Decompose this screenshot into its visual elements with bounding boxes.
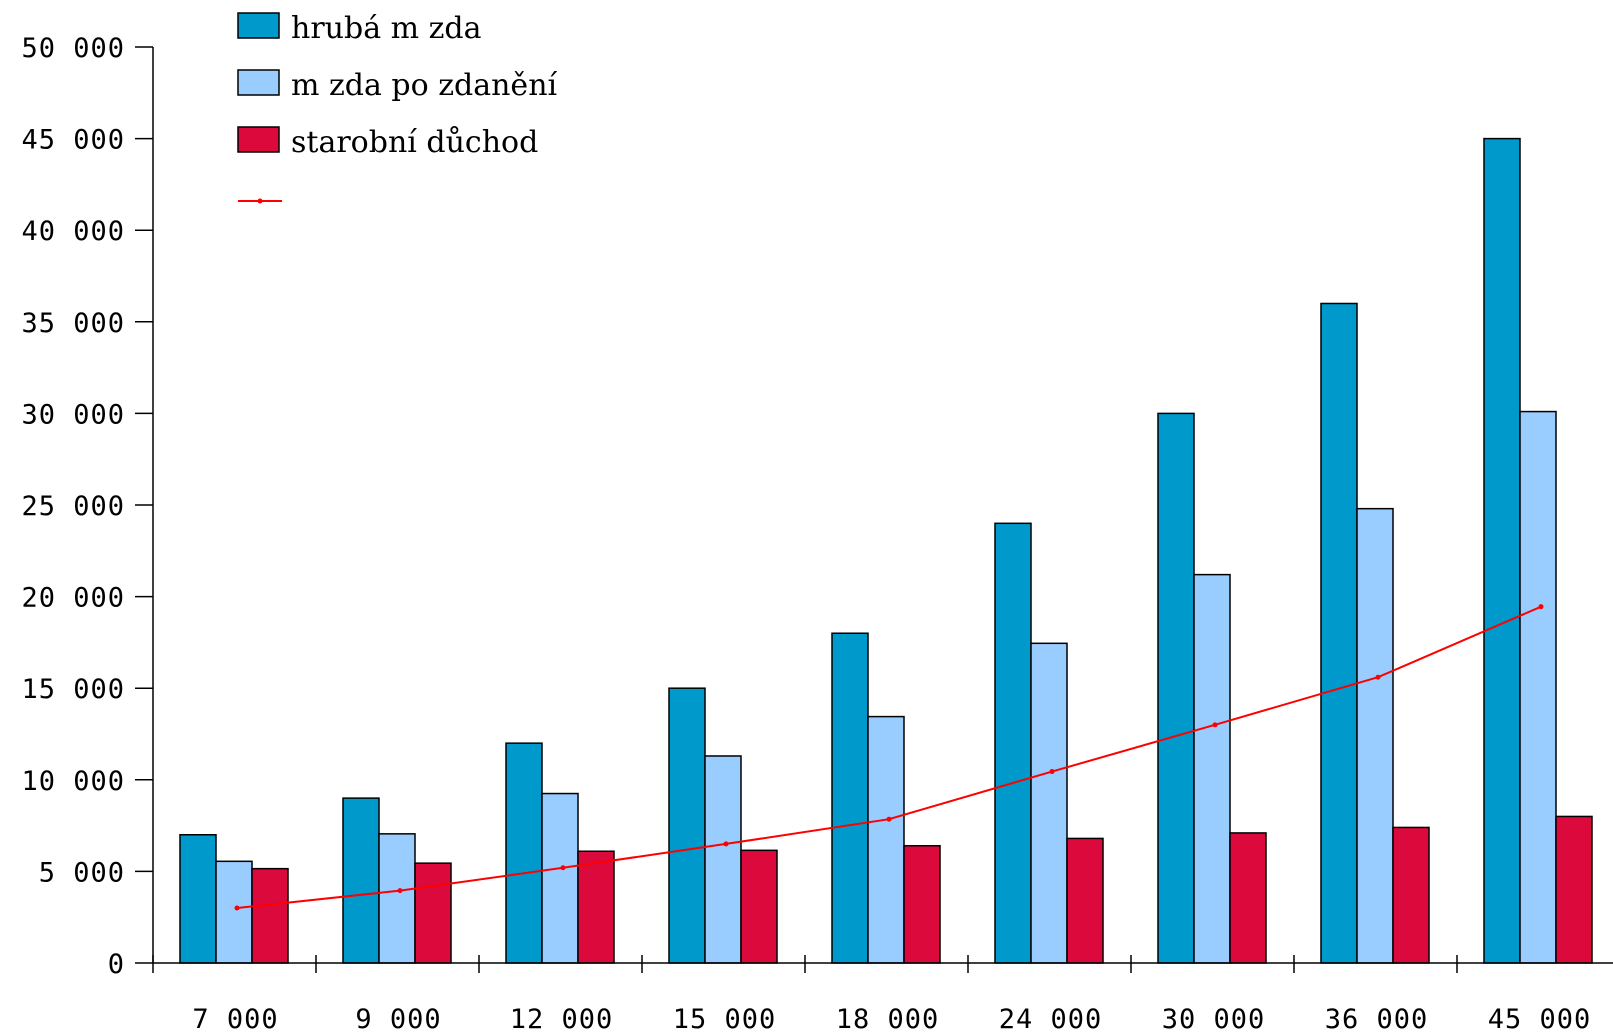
bars bbox=[179, 137, 1593, 964]
bar bbox=[994, 522, 1032, 964]
y-tick-label: 0 bbox=[108, 949, 125, 980]
bar bbox=[668, 687, 706, 964]
bar bbox=[1356, 507, 1394, 964]
x-tick-label: 45 000 bbox=[1488, 1004, 1592, 1032]
legend-swatch bbox=[237, 126, 280, 153]
line-point bbox=[1049, 769, 1055, 775]
bar bbox=[1555, 815, 1593, 964]
bar bbox=[251, 867, 289, 964]
line-point bbox=[234, 905, 240, 911]
line-point bbox=[1212, 722, 1218, 728]
bar bbox=[1320, 302, 1358, 964]
bar bbox=[903, 845, 941, 964]
line-point bbox=[886, 816, 892, 822]
bar bbox=[505, 742, 543, 964]
bar bbox=[740, 849, 778, 964]
bar bbox=[1066, 837, 1104, 964]
line-point bbox=[723, 841, 729, 847]
legend-label: hrubá m zda bbox=[291, 11, 482, 46]
line-point bbox=[560, 865, 566, 871]
legend-swatch bbox=[237, 69, 280, 96]
line-series bbox=[234, 604, 1544, 911]
bar bbox=[1193, 573, 1231, 964]
bar bbox=[831, 632, 869, 964]
x-tick-label: 30 000 bbox=[1162, 1004, 1266, 1032]
bar bbox=[179, 834, 217, 964]
y-tick-label: 20 000 bbox=[21, 583, 125, 614]
y-tick-label: 5 000 bbox=[39, 857, 125, 888]
y-tick-label: 25 000 bbox=[21, 491, 125, 522]
bar bbox=[1392, 826, 1430, 964]
x-tick-label: 15 000 bbox=[673, 1004, 777, 1032]
bar bbox=[414, 862, 452, 964]
y-tick-label: 40 000 bbox=[21, 216, 125, 247]
y-tick-label: 15 000 bbox=[21, 674, 125, 705]
bar bbox=[704, 755, 742, 964]
legend-swatch bbox=[237, 12, 280, 39]
bar bbox=[577, 850, 615, 964]
x-tick-label: 24 000 bbox=[999, 1004, 1103, 1032]
legend-label: starobní důchod bbox=[291, 125, 538, 160]
line-point bbox=[1375, 674, 1381, 680]
axes: 0 5 000 10 000 15 000 20 000 25 000 30 000 35 0… bbox=[21, 33, 1613, 1032]
legend-line-marker bbox=[257, 198, 263, 204]
y-tick-label: 35 000 bbox=[21, 308, 125, 339]
bar bbox=[1483, 137, 1521, 964]
bar bbox=[378, 833, 416, 964]
x-tick-label: 36 000 bbox=[1325, 1004, 1429, 1032]
bar bbox=[541, 792, 579, 964]
bar bbox=[867, 715, 905, 964]
legend-label: m zda po zdanění bbox=[291, 68, 558, 103]
bar bbox=[1519, 410, 1557, 964]
legend: hrubá m zda m zda po zdanění starobní důch… bbox=[237, 11, 558, 204]
bar bbox=[215, 860, 253, 964]
x-tick-label: 18 000 bbox=[836, 1004, 940, 1032]
line-point bbox=[397, 888, 403, 894]
bar bbox=[1157, 412, 1195, 964]
bar bbox=[342, 797, 380, 964]
line-point bbox=[1538, 604, 1544, 610]
bar bbox=[1229, 832, 1267, 964]
y-tick-label: 30 000 bbox=[21, 399, 125, 430]
x-tick-label: 9 000 bbox=[355, 1004, 441, 1032]
y-tick-label: 50 000 bbox=[21, 33, 125, 64]
y-tick-label: 10 000 bbox=[21, 766, 125, 797]
bar bbox=[1030, 642, 1068, 964]
y-tick-label: 45 000 bbox=[21, 125, 125, 156]
x-tick-label: 7 000 bbox=[192, 1004, 278, 1032]
x-tick-label: 12 000 bbox=[510, 1004, 614, 1032]
